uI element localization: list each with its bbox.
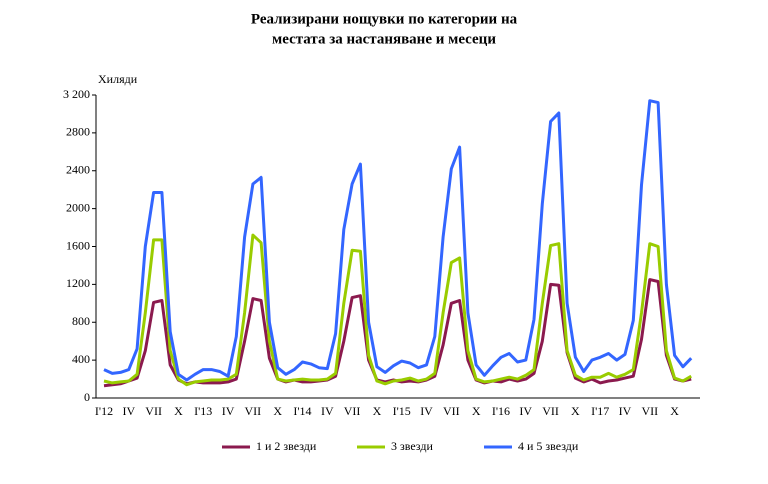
x-tick-label: I'16 (492, 404, 510, 418)
x-tick-label: VII (145, 404, 162, 418)
y-tick-label: 3 200 (63, 87, 90, 101)
series-line (103, 278, 692, 388)
y-tick-label: 1600 (66, 238, 90, 252)
chart-title: местата за настаняване и месеци (272, 31, 496, 47)
x-tick-label: IV (619, 404, 632, 418)
y-tick-label: 2000 (66, 200, 90, 214)
legend-label: 4 и 5 звезди (518, 439, 579, 453)
x-tick-label: I'15 (393, 404, 411, 418)
y-tick-label: 400 (72, 352, 90, 366)
legend-label: 1 и 2 звезди (256, 439, 317, 453)
x-tick-label: X (373, 404, 382, 418)
y-axis-label: Хиляди (98, 72, 138, 86)
x-tick-label: VII (443, 404, 460, 418)
series-line (103, 233, 692, 387)
x-tick-label: IV (321, 404, 334, 418)
series-line (103, 99, 693, 382)
x-tick-label: X (174, 404, 183, 418)
x-tick-label: IV (122, 404, 135, 418)
x-tick-label: VII (542, 404, 559, 418)
x-tick-label: I'12 (95, 404, 113, 418)
x-tick-label: VII (344, 404, 361, 418)
y-tick-label: 2800 (66, 125, 90, 139)
x-tick-label: X (571, 404, 580, 418)
x-tick-label: X (472, 404, 481, 418)
y-tick-label: 0 (84, 390, 90, 404)
y-tick-label: 800 (72, 314, 90, 328)
y-tick-label: 1200 (66, 276, 90, 290)
y-tick-label: 2400 (66, 163, 90, 177)
chart-title: Реализирани нощувки по категории на (251, 11, 518, 27)
x-tick-label: X (670, 404, 679, 418)
x-tick-label: I'14 (293, 404, 311, 418)
legend-label: 3 звезди (391, 439, 433, 453)
x-tick-label: IV (222, 404, 235, 418)
x-tick-label: I'13 (194, 404, 212, 418)
x-tick-label: VII (245, 404, 262, 418)
x-tick-label: I'17 (591, 404, 609, 418)
x-tick-label: IV (519, 404, 532, 418)
x-tick-label: VII (641, 404, 658, 418)
x-tick-label: X (273, 404, 282, 418)
x-tick-label: IV (420, 404, 433, 418)
